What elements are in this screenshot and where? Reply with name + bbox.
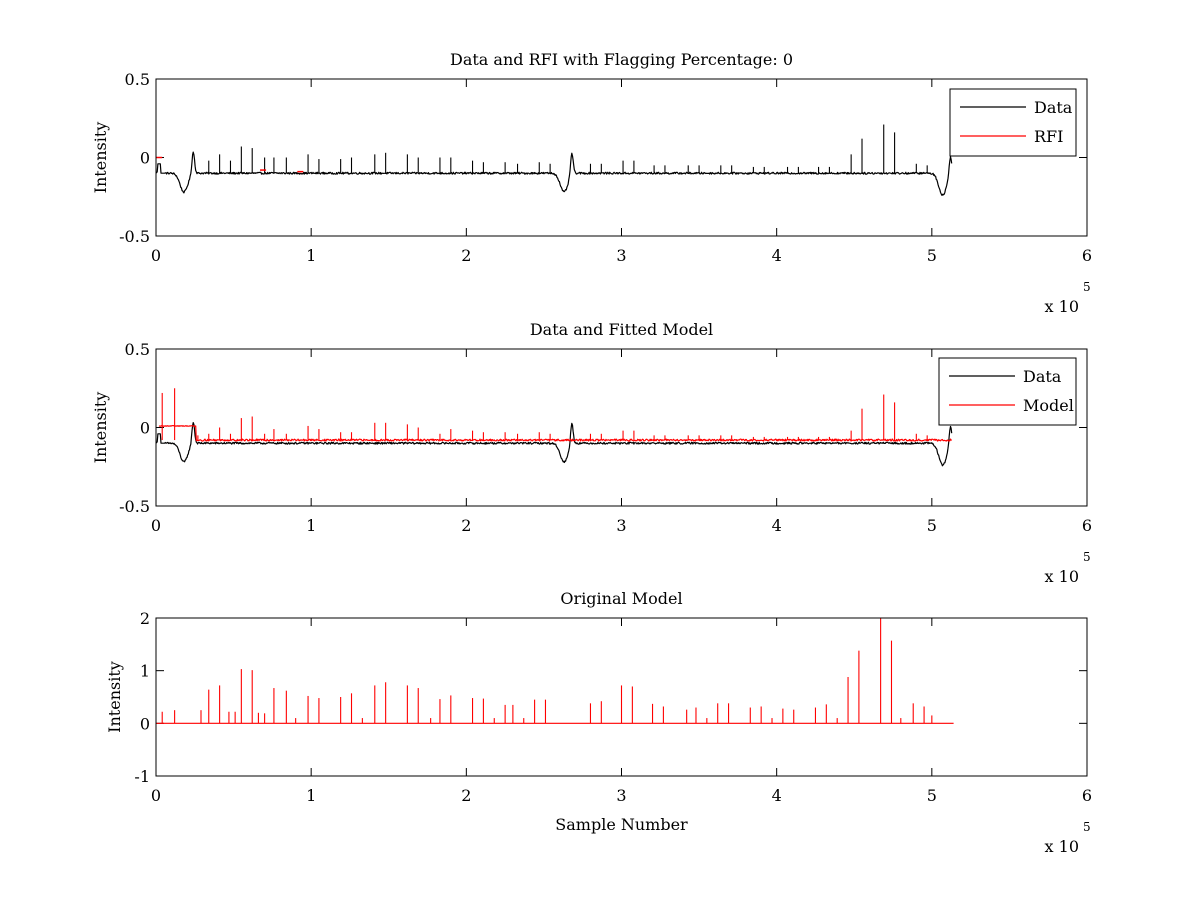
x-tick-label: 5 [927, 246, 937, 265]
x-tick-label: 1 [306, 246, 316, 265]
x-tick-label: 3 [616, 786, 626, 805]
y-tick-label: 0 [140, 419, 150, 438]
y-axis-label: Intensity [105, 661, 124, 733]
x-tick-label: 5 [927, 516, 937, 535]
y-tick-label: 0 [140, 714, 150, 733]
legend-label: RFI [1034, 127, 1063, 146]
plot-area [156, 79, 1087, 236]
y-axis-label: Intensity [91, 122, 110, 194]
x-multiplier-base: x 10 [1045, 567, 1079, 586]
plot-frame [155, 617, 1088, 777]
plot-marks [156, 618, 954, 724]
x-multiplier-exponent: 5 [1083, 280, 1091, 294]
y-tick-label: 1 [140, 662, 150, 681]
trace-line [158, 425, 952, 442]
legend-box [949, 88, 1077, 157]
plot-marks [156, 388, 953, 467]
legend-box [938, 357, 1077, 426]
x-tick-label: 5 [927, 786, 937, 805]
x-tick-label: 4 [772, 516, 782, 535]
x-multiplier-exponent: 5 [1083, 550, 1091, 564]
x-tick-label: 6 [1082, 516, 1092, 535]
x-tick-label: 0 [151, 246, 161, 265]
y-tick-label: 0.5 [125, 70, 150, 89]
chart-title: Data and Fitted Model [530, 320, 713, 339]
plot-marks [156, 124, 953, 196]
plot-area [156, 349, 1087, 506]
x-tick-label: 1 [306, 786, 316, 805]
x-tick-label: 6 [1082, 786, 1092, 805]
chart-title: Original Model [560, 589, 682, 608]
legend: Data Model [938, 357, 1077, 426]
x-tick-label: 3 [616, 516, 626, 535]
chart-3: Original Model Intensity Sample Number 0 1 2 3… [105, 589, 1092, 856]
series-rfi [156, 156, 304, 173]
legend-label: Data [1023, 367, 1062, 386]
plot-frame [155, 348, 1088, 507]
x-tick-label: 0 [151, 516, 161, 535]
x-tick-label: 1 [306, 516, 316, 535]
x-tick-label: 2 [461, 786, 471, 805]
chart-2: Data and Fitted Model Intensity 0 1 2 3 4 5 6 0.5… [91, 320, 1092, 586]
x-tick-label: 6 [1082, 246, 1092, 265]
x-multiplier-base: x 10 [1045, 837, 1079, 856]
chart-title: Data and RFI with Flagging Percentage: 0 [450, 50, 793, 69]
x-tick-label: 0 [151, 786, 161, 805]
y-tick-label: 2 [140, 609, 150, 628]
series-original-model [156, 618, 954, 724]
x-multiplier-base: x 10 [1045, 297, 1079, 316]
y-tick-label: 0.5 [125, 340, 150, 359]
x-tick-label: 4 [772, 246, 782, 265]
series-model [158, 388, 952, 442]
y-tick-label: -1 [134, 767, 150, 786]
legend: Data RFI [949, 88, 1077, 157]
x-tick-label: 2 [461, 246, 471, 265]
x-tick-label: 4 [772, 786, 782, 805]
trace-line [156, 422, 953, 467]
x-axis-label: Sample Number [555, 815, 688, 834]
series-data [156, 124, 953, 196]
chart-1: Data and RFI with Flagging Percentage: 0… [91, 50, 1092, 316]
x-tick-label: 2 [461, 516, 471, 535]
legend-label: Model [1023, 396, 1074, 415]
plot-frame [155, 78, 1088, 237]
legend-label: Data [1034, 98, 1073, 117]
series-data [156, 422, 953, 467]
x-tick-label: 3 [616, 246, 626, 265]
y-tick-label: -0.5 [119, 497, 150, 516]
trace-line [156, 151, 953, 196]
y-tick-label: 0 [140, 149, 150, 168]
y-axis-label: Intensity [91, 392, 110, 464]
x-multiplier-exponent: 5 [1083, 820, 1091, 834]
y-tick-label: -0.5 [119, 227, 150, 246]
